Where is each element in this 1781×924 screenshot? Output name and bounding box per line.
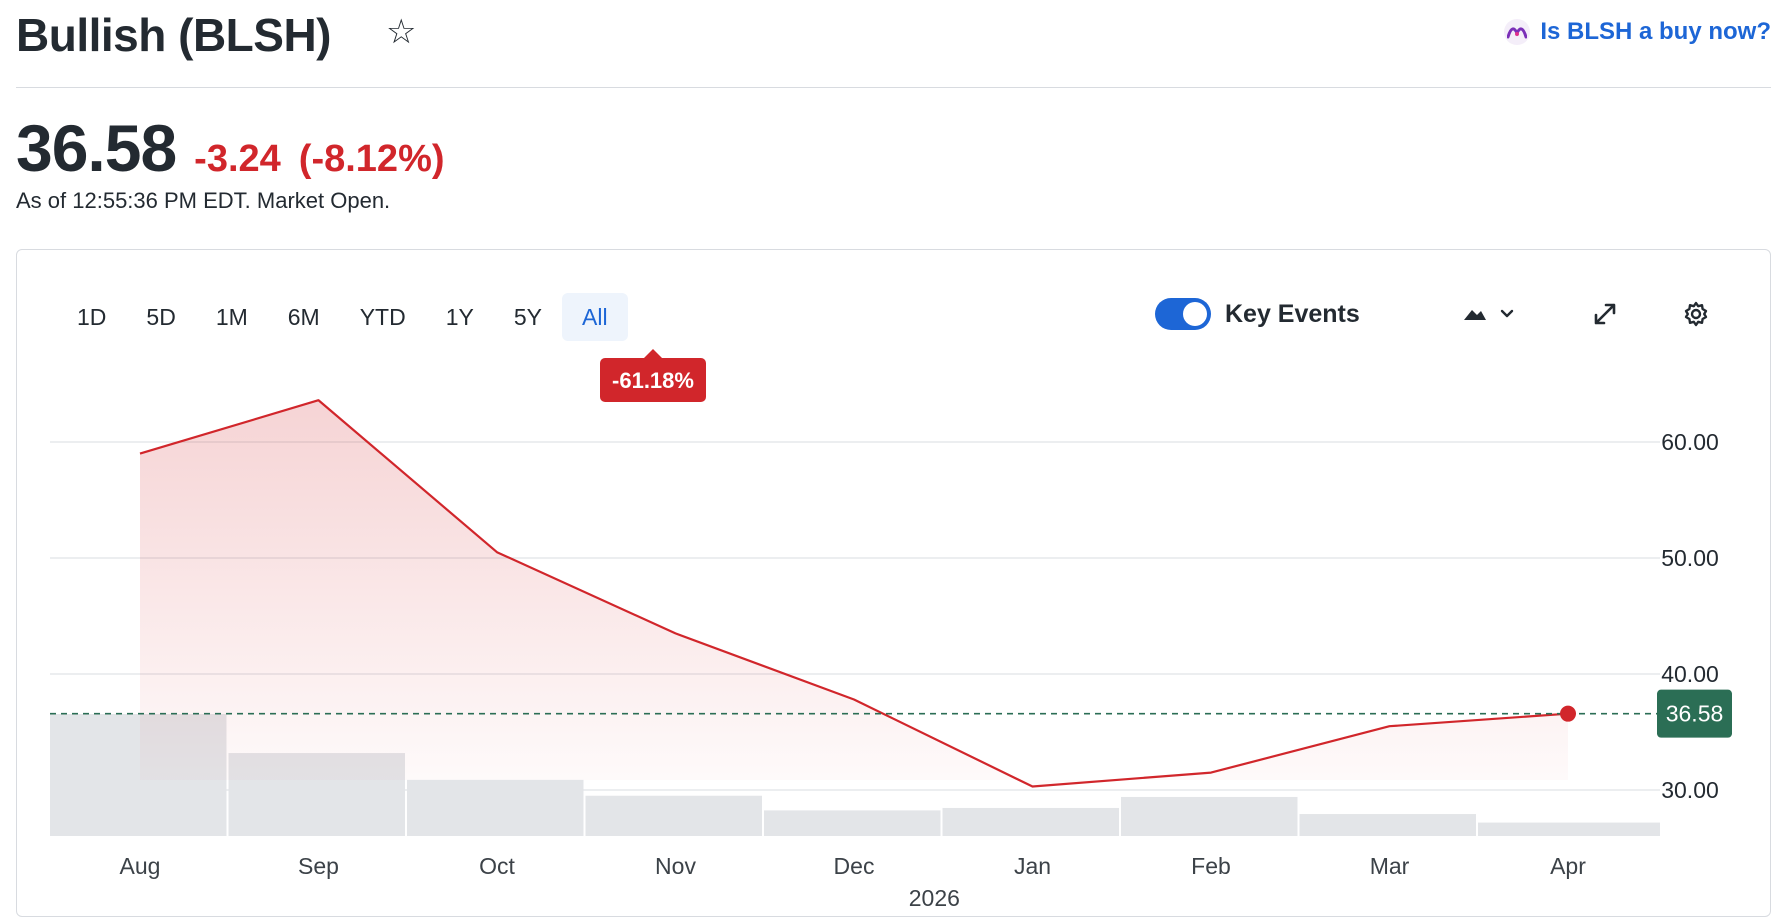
volume-bar [1121,796,1298,836]
current-price-badge [1657,689,1732,738]
current-price-label: 36.58 [1666,701,1724,727]
period-change-badge [600,358,706,402]
chart-card: 1D 5D 1M 6M YTD 1Y 5Y All Key Events [16,249,1771,917]
x-tick-label: Oct [479,853,515,879]
key-events-label: Key Events [1225,299,1360,328]
x-tick-label: Jan [1014,853,1051,879]
toggle-switch[interactable] [1155,298,1211,330]
market-status: As of 12:55:36 PM EDT. Market Open. [16,188,391,213]
x-tick-label: Feb [1191,853,1231,879]
range-tabs: 1D 5D 1M 6M YTD 1Y 5Y All [57,293,628,341]
range-tab-1d[interactable]: 1D [77,303,107,330]
range-tab-1y[interactable]: 1Y [445,303,474,330]
fullscreen-button[interactable] [1585,294,1625,334]
x-tick-label: Sep [298,853,339,879]
current-price: 36.58 [16,111,177,185]
y-tick-label: 30.00 [1661,777,1719,803]
range-tab-1m[interactable]: 1M [215,303,248,330]
key-events-toggle[interactable]: Key Events [1155,298,1360,330]
analysis-logo-icon [1504,19,1531,45]
x-tick-label: Dec [834,853,875,879]
y-tick-label: 50.00 [1661,545,1719,571]
current-price-marker [1560,705,1576,722]
volume-bar [764,810,941,836]
range-tab-6m[interactable]: 6M [287,303,320,330]
x-year-label: 2026 [909,885,960,911]
volume-bar [1478,822,1660,836]
volume-bar [942,807,1119,836]
range-tab-5y[interactable]: 5Y [513,303,542,330]
expand-icon [1594,303,1616,325]
price-change: -3.24 [194,138,281,180]
y-tick-label: 60.00 [1661,429,1719,455]
volume-bar [585,795,762,836]
range-tab-all[interactable]: All [562,293,628,341]
buy-analysis-link[interactable]: Is BLSH a buy now? [1504,18,1771,46]
x-tick-label: Aug [120,853,161,879]
price-row: 36.58 -3.24 (-8.12%) [16,110,445,186]
volume-bar [407,779,584,836]
volume-bar [1299,814,1476,836]
y-tick-label: 40.00 [1661,661,1719,687]
range-tab-5d[interactable]: 5D [146,303,176,330]
x-tick-label: Nov [655,853,696,879]
price-change-percent: (-8.12%) [298,138,445,180]
page-title: Bullish (BLSH) [16,9,331,61]
price-area-fill [140,400,1568,787]
period-change-label: -61.18% [612,368,694,393]
gear-icon [1684,301,1708,327]
period-change-pointer [643,349,663,359]
area-chart-icon [1464,309,1514,320]
chart-type-button[interactable] [1455,294,1525,334]
buy-link-label: Is BLSH a buy now? [1540,18,1771,45]
watchlist-star-icon[interactable]: ☆ [386,13,417,51]
quote-header: Bullish (BLSH) ☆ Is BLSH a buy now? [16,0,1771,88]
settings-button[interactable] [1676,294,1716,334]
x-tick-label: Apr [1550,853,1586,879]
range-tab-ytd[interactable]: YTD [359,303,406,330]
x-tick-label: Mar [1370,853,1410,879]
